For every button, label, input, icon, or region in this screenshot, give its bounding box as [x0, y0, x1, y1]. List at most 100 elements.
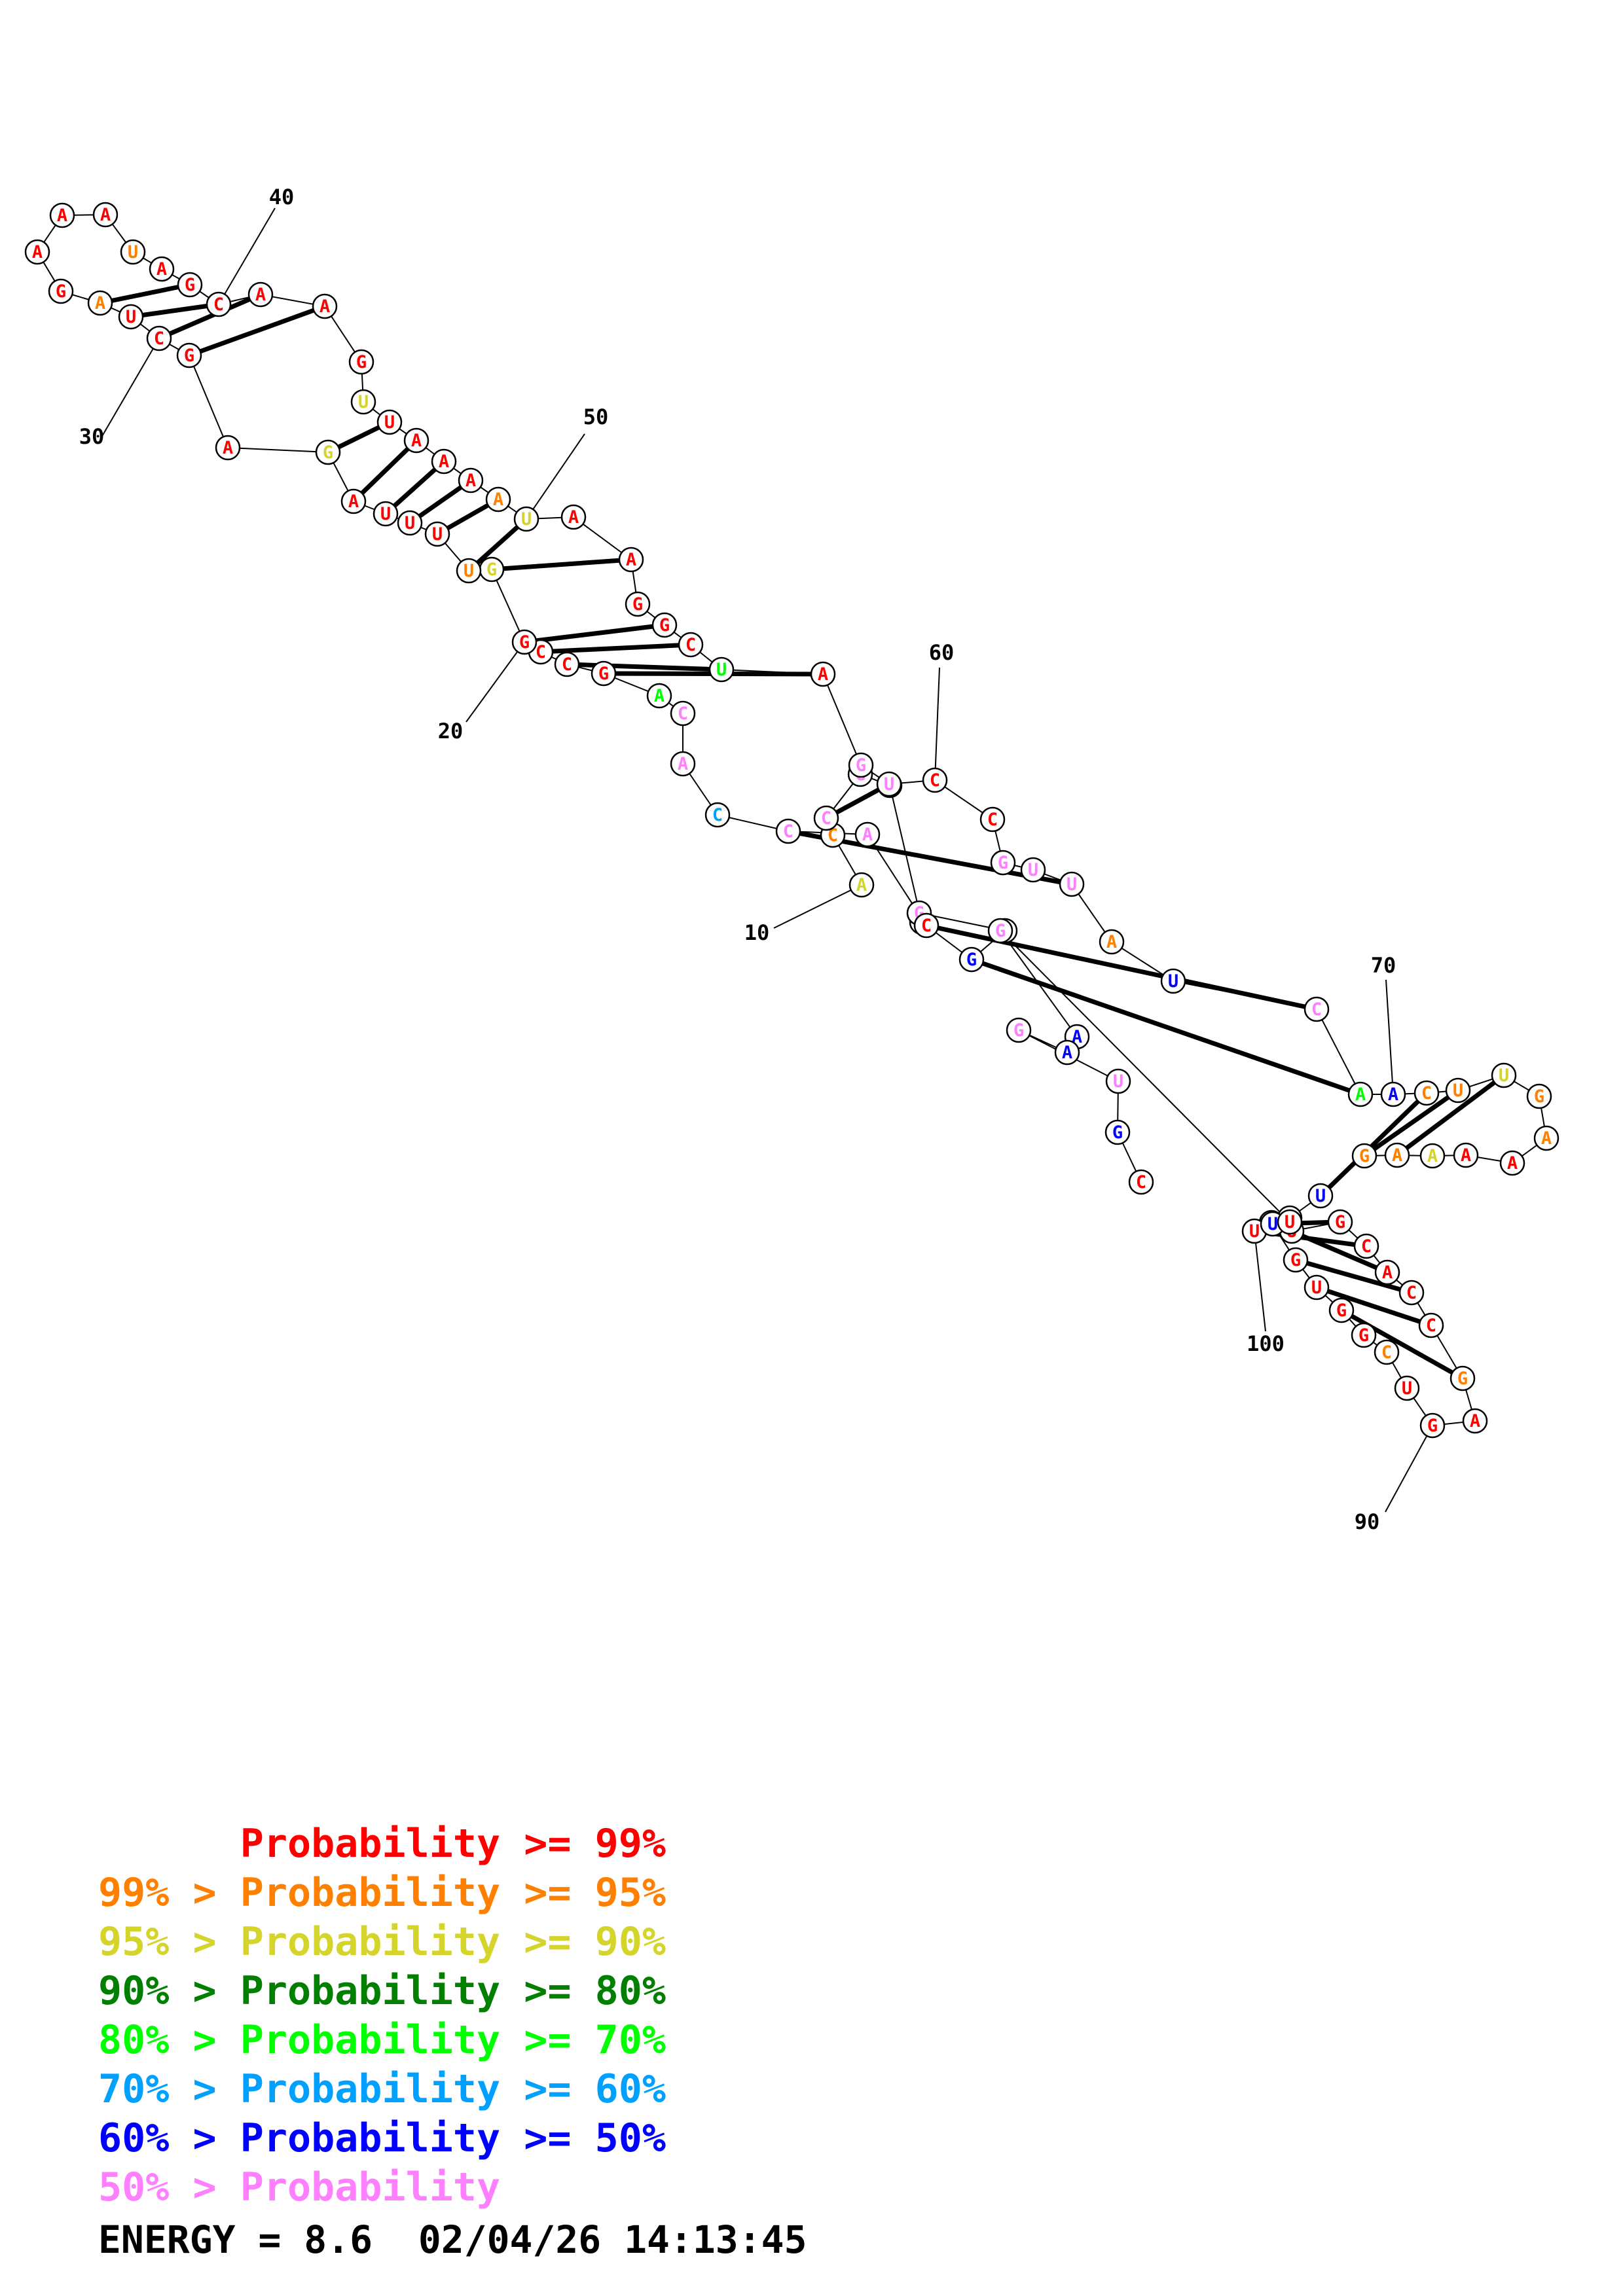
- nucleotide-circle: [48, 278, 74, 304]
- nucleotide-letter: A: [57, 206, 67, 226]
- nucleotide-letter: U: [126, 307, 136, 327]
- nucleotide-letter: C: [685, 635, 696, 655]
- nucleotide-circle: [1445, 1077, 1471, 1103]
- nucleotide-circle: [340, 488, 367, 514]
- nucleotide-circle: [1351, 1322, 1377, 1348]
- nucleotide-circle: [670, 700, 696, 726]
- nucleotide-letter: A: [568, 507, 579, 528]
- nucleotide-circle: [1353, 1233, 1379, 1259]
- nucleotide-circle: [146, 325, 172, 351]
- nucleotide: C: [1374, 1339, 1400, 1365]
- nucleotide: A: [49, 202, 75, 228]
- nucleotide: C: [670, 700, 696, 726]
- nucleotide-circle: [1533, 1125, 1559, 1151]
- nucleotide: G: [315, 439, 341, 465]
- nucleotide-letter: G: [1427, 1416, 1438, 1436]
- nucleotide: U: [456, 558, 482, 584]
- nucleotide: U: [708, 656, 735, 683]
- nucleotide-letter: U: [1267, 1214, 1278, 1234]
- nucleotide-circle: [24, 239, 50, 265]
- nucleotide-letter: U: [384, 412, 395, 433]
- base-pair-bond: [100, 282, 191, 306]
- nucleotide-letter: C: [712, 805, 723, 825]
- nucleotide-letter: G: [184, 346, 194, 366]
- nucleotide-letter: A: [465, 471, 476, 491]
- nucleotide-circle: [1462, 1408, 1488, 1434]
- nucleotide-letter: G: [995, 921, 1006, 941]
- nucleotide-letter: A: [818, 664, 828, 685]
- nucleotide: U: [118, 304, 144, 330]
- nucleotide: U: [1445, 1077, 1471, 1103]
- nucleotide: A: [340, 488, 367, 514]
- nucleotide-circle: [177, 272, 203, 298]
- nucleotide-letter: A: [1507, 1153, 1518, 1174]
- nucleotide-circle: [1304, 996, 1330, 1022]
- nucleotide-letter: U: [1311, 1278, 1322, 1298]
- nucleotide: C: [1413, 1080, 1440, 1106]
- nucleotide-circle: [854, 821, 881, 848]
- nucleotide-circle: [1059, 871, 1085, 897]
- nucleotide: G: [1328, 1297, 1355, 1323]
- base-pair-bond: [1362, 1088, 1460, 1158]
- nucleotide-letter: U: [1453, 1081, 1463, 1101]
- nucleotide-circle: [1384, 1142, 1410, 1168]
- nucleotide: A: [1054, 1039, 1080, 1066]
- nucleotide: A: [1533, 1125, 1559, 1151]
- position-number-label: 70: [1371, 953, 1396, 978]
- nucleotide: U: [1105, 1068, 1131, 1094]
- base-pair-bond: [1315, 1285, 1432, 1328]
- nucleotide: G: [1327, 1209, 1353, 1235]
- nucleotide-letter: G: [966, 950, 977, 970]
- nucleotide: U: [1160, 968, 1186, 994]
- nucleotide-circle: [990, 850, 1016, 876]
- nucleotide-circle: [1020, 857, 1046, 883]
- nucleotide-circle: [1160, 968, 1186, 994]
- nucleotide-circle: [513, 506, 539, 532]
- nucleotide-circle: [670, 751, 696, 777]
- nucleotide-letter: A: [1382, 1263, 1393, 1283]
- nucleotide-circle: [1499, 1150, 1525, 1176]
- nucleotide: U: [513, 506, 539, 532]
- nucleotide-letter: C: [921, 916, 932, 936]
- nucleotide-circle: [1418, 1312, 1444, 1338]
- nucleotide-letter: G: [632, 594, 643, 615]
- nucleotide: G: [1351, 1322, 1377, 1348]
- nucleotide: G: [958, 946, 985, 973]
- nucleotide: C: [913, 912, 939, 939]
- nucleotide-circle: [848, 872, 875, 898]
- nucleotide-letter: U: [380, 504, 391, 524]
- nucleotide: G: [48, 278, 74, 304]
- nucleotide-circle: [646, 683, 672, 709]
- nucleotide: C: [775, 818, 801, 844]
- position-number-label: 20: [438, 719, 464, 744]
- nucleotide: G: [1450, 1365, 1476, 1391]
- nucleotide-letter: A: [439, 452, 449, 472]
- nucleotide-letter: A: [348, 492, 359, 512]
- base-pair-bond: [1319, 1091, 1429, 1198]
- nucleotide-letter: U: [464, 561, 474, 581]
- nucleotide: C: [678, 632, 704, 658]
- nucleotide: U: [376, 409, 403, 435]
- position-number-label: 40: [269, 185, 295, 209]
- nucleotide-letter: A: [1392, 1145, 1402, 1166]
- nucleotide-circle: [591, 660, 617, 687]
- nucleotide: U: [424, 521, 450, 547]
- number-tick: [1385, 1425, 1433, 1513]
- nucleotide: A: [403, 427, 429, 454]
- nucleotide-letter: G: [998, 853, 1008, 873]
- nucleotide-circle: [120, 239, 146, 265]
- nucleotide-circle: [913, 912, 939, 939]
- nucleotide-letter: G: [1013, 1020, 1024, 1041]
- nucleotide: A: [458, 467, 484, 493]
- nucleotide: G: [1526, 1083, 1552, 1109]
- nucleotide-circle: [704, 802, 731, 828]
- legend-line-p90: 95% > Probability >= 90%: [98, 1919, 666, 1965]
- nucleotide-circle: [1347, 1081, 1374, 1107]
- nucleotide: A: [87, 290, 113, 316]
- base-pair-bond: [130, 302, 219, 319]
- nucleotide-circle: [149, 256, 175, 282]
- nucleotide-circle: [87, 290, 113, 316]
- base-pair-bond: [1295, 1257, 1412, 1295]
- legend-line-p80: 90% > Probability >= 80%: [98, 1968, 666, 2014]
- nucleotide-circle: [1419, 1412, 1446, 1439]
